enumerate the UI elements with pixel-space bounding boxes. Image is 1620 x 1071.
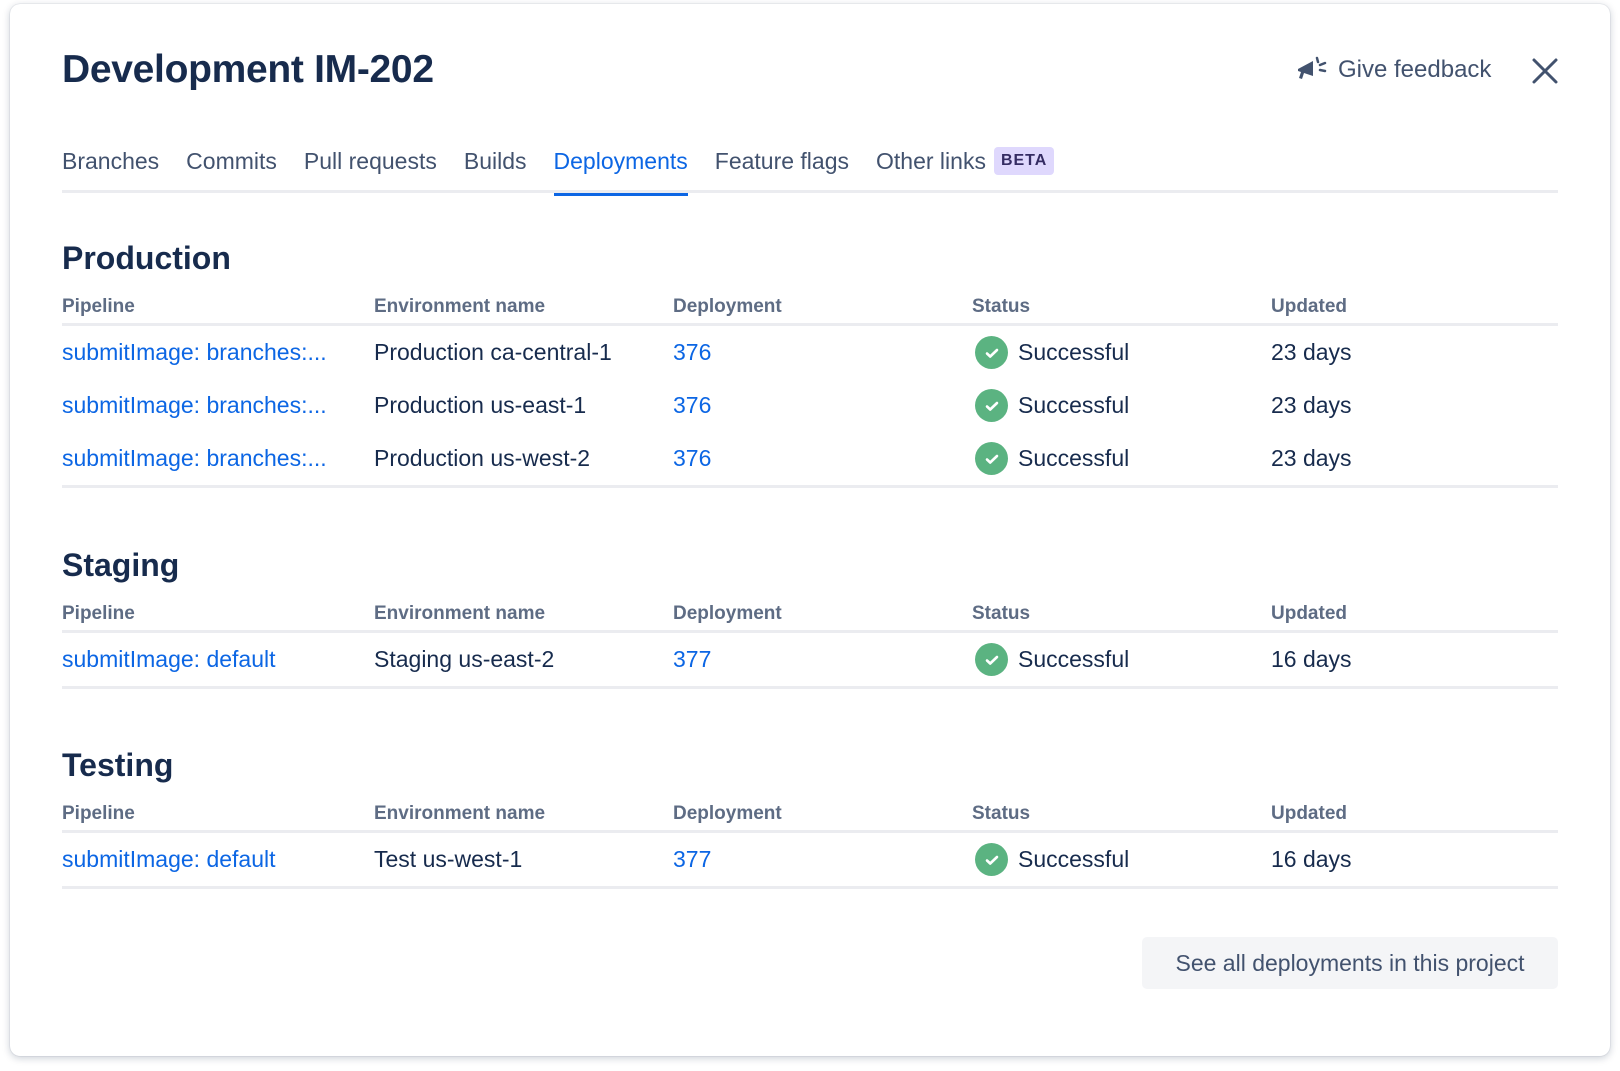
deployment-link[interactable]: 376 (673, 339, 712, 365)
column-header: Status (972, 295, 1031, 317)
updated: 16 days (1271, 846, 1352, 872)
pipeline-link[interactable]: submitImage: default (62, 646, 276, 672)
development-panel: Development IM-202 Give feedback Branche… (10, 4, 1610, 1056)
tab-pull-requests[interactable]: Pull requests (303, 148, 437, 174)
pipeline-link[interactable]: submitImage: default (62, 846, 276, 872)
deployment-link[interactable]: 376 (673, 392, 712, 418)
status-label: Successful (1018, 445, 1130, 471)
column-header: Pipeline (62, 295, 135, 317)
tab-other-links[interactable]: Other links BETA (876, 144, 1055, 193)
page-title: Development IM-202 (62, 48, 434, 91)
status: Successful (975, 843, 1271, 876)
column-header: Status (972, 602, 1031, 624)
column-header: Updated (1271, 602, 1347, 624)
table-row: submitImage: branches:... Production us-… (62, 432, 1558, 485)
tab-deployments[interactable]: Deployments (553, 144, 689, 196)
table-row: submitImage: branches:... Production us-… (62, 379, 1558, 432)
column-header: Environment name (374, 602, 546, 624)
updated: 23 days (1271, 445, 1352, 471)
pipeline-link[interactable]: submitImage: branches:... (62, 445, 327, 471)
pipeline-link[interactable]: submitImage: branches:... (62, 392, 327, 418)
tab-commits[interactable]: Commits (186, 148, 277, 174)
tab-feature-flags[interactable]: Feature flags (714, 148, 850, 174)
give-feedback-label: Give feedback (1338, 56, 1492, 83)
table-row: submitImage: branches:... Production ca-… (62, 326, 1558, 379)
deployment-link[interactable]: 377 (673, 846, 712, 872)
column-header: Deployment (673, 802, 782, 824)
tab-branches[interactable]: Branches (62, 148, 160, 174)
column-header: Deployment (673, 295, 782, 317)
megaphone-icon (1298, 56, 1327, 79)
pipeline-link[interactable]: submitImage: branches:... (62, 339, 327, 365)
tab-bar: Branches Commits Pull requests Builds De… (62, 144, 1558, 196)
table-row: submitImage: default Staging us-east-2 3… (62, 633, 1558, 686)
status-label: Successful (1018, 646, 1130, 672)
column-header: Updated (1271, 295, 1347, 317)
check-circle-icon (975, 336, 1008, 369)
section-testing: Testing Pipeline Environment name Deploymen… (62, 747, 1558, 889)
table-header: Pipeline Environment name Deployment Status… (62, 797, 1558, 833)
see-all-deployments-button[interactable]: See all deployments in this project (1142, 937, 1558, 989)
column-header: Environment name (374, 802, 546, 824)
environment-name: Production us-east-1 (374, 392, 587, 418)
status-label: Successful (1018, 339, 1130, 365)
check-circle-icon (975, 389, 1008, 422)
table-row: submitImage: default Test us-west-1 377 … (62, 833, 1558, 886)
section-title: Production (62, 240, 231, 276)
status: Successful (975, 336, 1271, 369)
environment-name: Test us-west-1 (374, 846, 523, 872)
table-header: Pipeline Environment name Deployment Status… (62, 597, 1558, 633)
section-title: Testing (62, 747, 174, 783)
column-header: Updated (1271, 802, 1347, 824)
updated: 23 days (1271, 392, 1352, 418)
column-header: Environment name (374, 295, 546, 317)
section-production: Production Pipeline Environment name Deploy… (62, 240, 1558, 488)
check-circle-icon (975, 442, 1008, 475)
check-circle-icon (975, 643, 1008, 676)
deployment-link[interactable]: 377 (673, 646, 712, 672)
updated: 16 days (1271, 646, 1352, 672)
status: Successful (975, 389, 1271, 422)
table-header: Pipeline Environment name Deployment Status… (62, 290, 1558, 326)
updated: 23 days (1271, 339, 1352, 365)
status-label: Successful (1018, 846, 1130, 872)
status-label: Successful (1018, 392, 1130, 418)
environment-name: Production ca-central-1 (374, 339, 612, 365)
section-title: Staging (62, 547, 180, 583)
close-icon[interactable] (1530, 56, 1560, 86)
check-circle-icon (975, 843, 1008, 876)
column-header: Status (972, 802, 1031, 824)
status: Successful (975, 442, 1271, 475)
beta-badge: BETA (993, 147, 1055, 175)
environment-name: Staging us-east-2 (374, 646, 555, 672)
column-header: Pipeline (62, 802, 135, 824)
section-staging: Staging Pipeline Environment name Deploymen… (62, 547, 1558, 689)
give-feedback-button[interactable]: Give feedback (1296, 54, 1491, 86)
environment-name: Production us-west-2 (374, 445, 591, 471)
status: Successful (975, 643, 1271, 676)
column-header: Pipeline (62, 602, 135, 624)
column-header: Deployment (673, 602, 782, 624)
deployment-link[interactable]: 376 (673, 445, 712, 471)
tab-builds[interactable]: Builds (463, 148, 527, 174)
